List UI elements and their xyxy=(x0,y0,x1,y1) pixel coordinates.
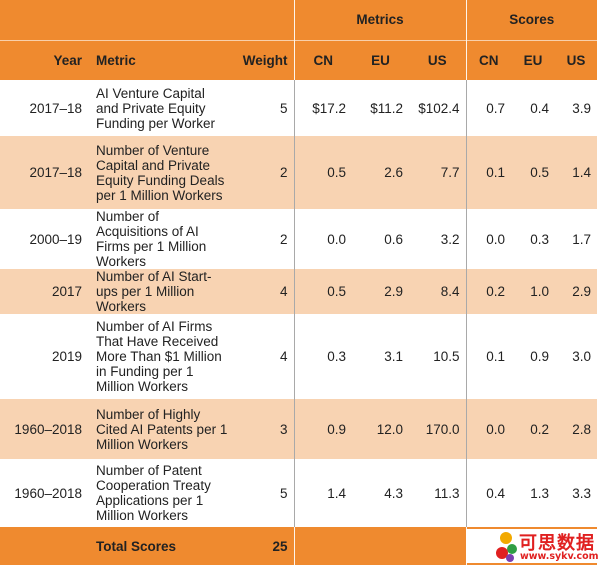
cn-score-column-header: CN xyxy=(479,52,499,68)
row-eu-score: 0.9 xyxy=(530,349,550,364)
row-cn-value: 1.4 xyxy=(327,485,347,501)
row-weight: 3 xyxy=(231,399,295,459)
row-us-value: 10.5 xyxy=(409,314,467,399)
watermark-url: www.sykv.com xyxy=(520,551,599,562)
row-eu-value: 0.6 xyxy=(384,231,404,247)
row-eu-value: 12.0 xyxy=(376,421,404,437)
table-row: 2000–19 Number of Acquisitions of AI Firm… xyxy=(0,209,598,269)
total-weight: 25 xyxy=(231,527,295,565)
eu-score-column-header: EU xyxy=(523,52,543,68)
row-metric: Number of Patent Cooperation Treaty Appl… xyxy=(96,463,211,523)
row-weight: 4 xyxy=(231,314,295,399)
watermark-logo: 可思数据 www.sykv.com xyxy=(466,529,599,563)
group-header-row: Metrics Scores xyxy=(0,0,598,40)
row-metric: Number of Highly Cited AI Patents per 1 … xyxy=(96,406,228,452)
row-us-value: 11.3 xyxy=(409,459,467,527)
row-year: 1960–2018 xyxy=(14,421,82,437)
metrics-group-header: Metrics xyxy=(294,0,467,40)
row-weight: 5 xyxy=(231,459,295,527)
us-score-column-header: US xyxy=(566,52,586,68)
row-cn-value: 0.5 xyxy=(327,284,347,299)
row-us-value: 7.7 xyxy=(409,136,467,209)
watermark-dots-icon xyxy=(496,532,517,562)
scores-group-header: Scores xyxy=(509,12,555,28)
row-eu-score: 1.0 xyxy=(530,284,550,299)
column-header-row: Year Metric Weight CN EU US CN EU US xyxy=(0,40,598,80)
row-us-score: 3.3 xyxy=(572,485,592,501)
row-eu-score: 1.3 xyxy=(530,485,550,501)
row-cn-value: 0.9 xyxy=(327,421,347,437)
table-row: 2019 Number of AI Firms That Have Receive… xyxy=(0,314,598,399)
cn-column-header: CN xyxy=(313,52,334,68)
row-cn-score: 0.0 xyxy=(486,421,506,437)
row-us-value: 3.2 xyxy=(409,209,467,269)
row-eu-score: 0.4 xyxy=(530,100,550,116)
row-metric: Number of AI Firms That Have Received Mo… xyxy=(96,319,222,394)
weight-column-header: Weight xyxy=(231,40,295,80)
row-year: 2017–18 xyxy=(29,100,82,116)
row-year: 2019 xyxy=(51,349,82,364)
row-eu-value: $11.2 xyxy=(370,100,404,116)
row-metric: Number of Acquisitions of AI Firms per 1… xyxy=(96,209,207,269)
row-us-score: 1.4 xyxy=(572,165,592,180)
row-weight: 2 xyxy=(231,209,295,269)
row-cn-value: $17.2 xyxy=(312,100,347,116)
year-column-header: Year xyxy=(53,52,82,68)
table-row: 1960–2018 Number of Highly Cited AI Paten… xyxy=(0,399,598,459)
row-eu-value: 2.6 xyxy=(384,165,404,180)
row-weight: 5 xyxy=(231,80,295,136)
row-year: 2017–18 xyxy=(29,165,82,180)
row-us-score: 1.7 xyxy=(572,231,592,247)
row-metric: Number of AI Start-ups per 1 Million Wor… xyxy=(96,269,212,314)
row-cn-value: 0.0 xyxy=(327,231,347,247)
row-us-value: $102.4 xyxy=(409,80,467,136)
row-eu-score: 0.3 xyxy=(530,231,550,247)
row-cn-score: 0.4 xyxy=(486,485,506,501)
row-metric: AI Venture Capital and Private Equity Fu… xyxy=(96,85,216,131)
row-eu-value: 3.1 xyxy=(384,349,404,364)
eu-column-header: EU xyxy=(371,52,390,68)
row-us-score: 3.9 xyxy=(572,100,592,116)
watermark-text: 可思数据 xyxy=(519,533,595,554)
row-cn-score: 0.0 xyxy=(486,231,506,247)
row-eu-value: 4.3 xyxy=(384,485,404,501)
row-cn-value: 0.5 xyxy=(327,165,347,180)
row-us-score: 3.0 xyxy=(572,349,592,364)
row-us-value: 8.4 xyxy=(409,269,467,314)
row-year: 2000–19 xyxy=(29,231,82,247)
row-cn-value: 0.3 xyxy=(327,349,347,364)
row-year: 1960–2018 xyxy=(14,485,82,501)
row-cn-score: 0.1 xyxy=(486,165,506,180)
table-row: 1960–2018 Number of Patent Cooperation Tr… xyxy=(0,459,598,527)
row-eu-score: 0.5 xyxy=(530,165,550,180)
row-metric: Number of Venture Capital and Private Eq… xyxy=(96,142,225,203)
us-column-header: US xyxy=(409,40,467,80)
metric-column-header: Metric xyxy=(96,52,136,68)
table-row: 2017 Number of AI Start-ups per 1 Million… xyxy=(0,269,598,314)
row-us-score: 2.8 xyxy=(572,421,592,437)
row-cn-score: 0.1 xyxy=(486,349,506,364)
total-scores-label: Total Scores xyxy=(96,538,177,554)
row-cn-score: 0.2 xyxy=(486,284,506,299)
table-row: 2017–18 Number of Venture Capital and Pri… xyxy=(0,136,598,209)
row-eu-value: 2.9 xyxy=(384,284,404,299)
row-us-value: 170.0 xyxy=(409,399,467,459)
row-cn-score: 0.7 xyxy=(486,100,506,116)
row-weight: 4 xyxy=(231,269,295,314)
table-row: 2017–18 AI Venture Capital and Private Eq… xyxy=(0,80,598,136)
row-us-score: 2.9 xyxy=(572,284,592,299)
row-year: 2017 xyxy=(51,284,82,299)
row-eu-score: 0.2 xyxy=(530,421,550,437)
row-weight: 2 xyxy=(231,136,295,209)
